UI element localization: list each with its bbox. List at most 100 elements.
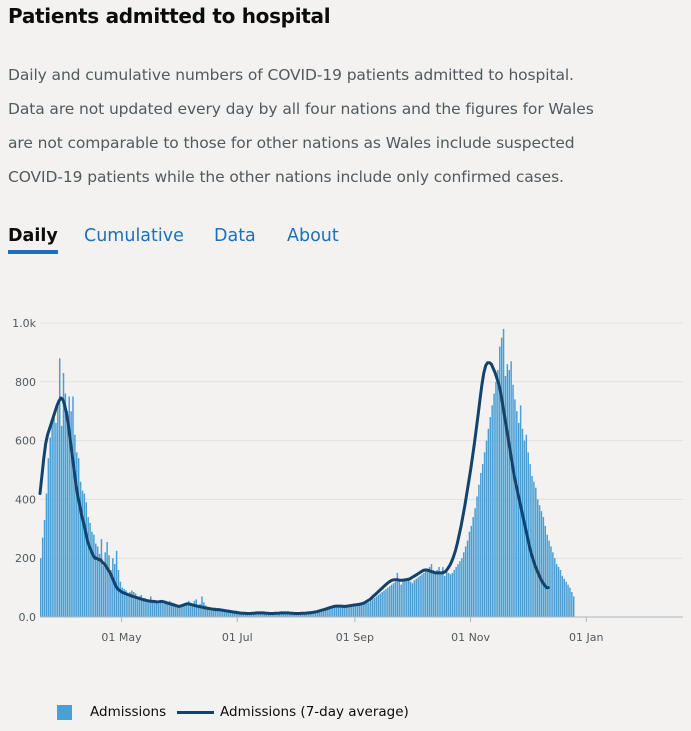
admissions-bar (552, 552, 554, 617)
admissions-bar (58, 358, 61, 617)
admissions-bar (45, 493, 48, 617)
admissions-bar (280, 612, 283, 617)
admissions-bar (313, 612, 315, 617)
admissions-bar (155, 602, 158, 617)
admissions-bar (81, 490, 84, 617)
admissions-bar (261, 612, 264, 617)
admissions-bar (131, 590, 133, 617)
admissions-bar (180, 606, 182, 617)
admissions-bar (144, 597, 146, 617)
admissions-bar (223, 609, 226, 617)
admissions-bar (373, 597, 376, 617)
admissions-bar (343, 605, 345, 617)
legend-item-7day-average[interactable]: Admissions (7-day average) (177, 704, 409, 720)
admissions-bar (89, 522, 91, 617)
admissions-bar (406, 580, 408, 617)
tab-data[interactable]: Data (214, 226, 256, 246)
admissions-bar (93, 534, 95, 617)
admissions-bar (495, 381, 497, 617)
admissions-bar (352, 604, 355, 617)
admissions-bar (487, 428, 490, 617)
admissions-bar (407, 578, 410, 617)
admissions-bar (127, 593, 129, 617)
legend-item-admissions[interactable]: Admissions (57, 704, 166, 720)
admissions-bar (307, 612, 309, 617)
admissions-bar (140, 594, 143, 617)
x-tick-label: 01 Sep (336, 631, 374, 644)
admissions-bar (225, 609, 228, 617)
admissions-bar (112, 558, 114, 617)
admissions-bar (561, 575, 564, 617)
y-tick-label: 800 (15, 376, 36, 389)
admissions-bar (557, 567, 560, 617)
admissions-bar (533, 481, 535, 617)
admissions-bar (178, 605, 180, 617)
admissions-bar (108, 555, 110, 617)
admissions-bar (531, 475, 533, 617)
admissions-bar (421, 574, 423, 617)
admissions-bar (508, 370, 510, 617)
tab-about[interactable]: About (287, 226, 339, 246)
admissions-bar (170, 602, 173, 617)
admissions-bar (142, 597, 144, 617)
admissions-bar (320, 611, 323, 617)
admissions-bar (297, 613, 300, 617)
description-line: are not comparable to those for other na… (8, 134, 575, 152)
admissions-bar (521, 428, 524, 617)
admissions-bar (299, 612, 302, 617)
admissions-bar (229, 610, 232, 617)
admissions-bar (368, 602, 370, 617)
admissions-bar (129, 592, 131, 617)
admissions-bar (278, 612, 281, 617)
admissions-bar (354, 605, 357, 617)
admissions-bar (447, 572, 450, 617)
admissions-bar (419, 575, 421, 617)
admissions-bar (286, 612, 289, 617)
admissions-bar (271, 613, 273, 617)
admissions-bar (411, 583, 414, 617)
admissions-bar (491, 405, 493, 617)
admissions-bar (53, 417, 55, 617)
admissions-bar (516, 411, 518, 617)
legend-label-admissions: Admissions (90, 704, 167, 720)
admissions-bar (121, 587, 124, 617)
admissions-bar (337, 605, 340, 617)
admissions-bar (347, 605, 349, 617)
admissions-bar (322, 611, 325, 617)
admissions-bar (417, 577, 419, 617)
admissions-bar (328, 608, 330, 617)
admissions-bar (318, 611, 321, 617)
admissions-bar (548, 540, 550, 617)
admissions-bar (315, 612, 317, 617)
admissions-bar (542, 517, 545, 617)
admissions-bar (134, 593, 137, 617)
admissions-bar (113, 564, 116, 617)
x-tick-label: 01 Jul (222, 631, 253, 644)
admissions-bar (150, 596, 152, 617)
admissions-bar (358, 605, 361, 617)
admissions-bar (572, 596, 575, 617)
admissions-bar (218, 608, 220, 617)
admissions-bar (106, 542, 108, 617)
admissions-bar (356, 604, 359, 617)
admissions-bar (206, 606, 209, 617)
admissions-bar (77, 458, 80, 617)
tab-daily[interactable]: Daily (8, 226, 58, 254)
admissions-bar (442, 567, 444, 617)
legend-label-7day-average: Admissions (7-day average) (220, 704, 409, 720)
admissions-bar (462, 552, 465, 617)
admissions-bar (189, 603, 192, 617)
admissions-bar (366, 602, 368, 617)
admissions-bar (500, 337, 503, 617)
admissions-bar (476, 496, 478, 617)
admissions-bar (227, 609, 230, 617)
admissions-bar (535, 487, 537, 617)
admissions-bar (332, 607, 334, 617)
admissions-bar (57, 405, 59, 617)
admissions-bar (466, 540, 469, 617)
admissions-bar (504, 375, 507, 617)
y-tick-label: 400 (15, 493, 36, 506)
admissions-bar (316, 611, 319, 617)
tab-cumulative[interactable]: Cumulative (84, 226, 184, 246)
admissions-bar (510, 361, 512, 617)
